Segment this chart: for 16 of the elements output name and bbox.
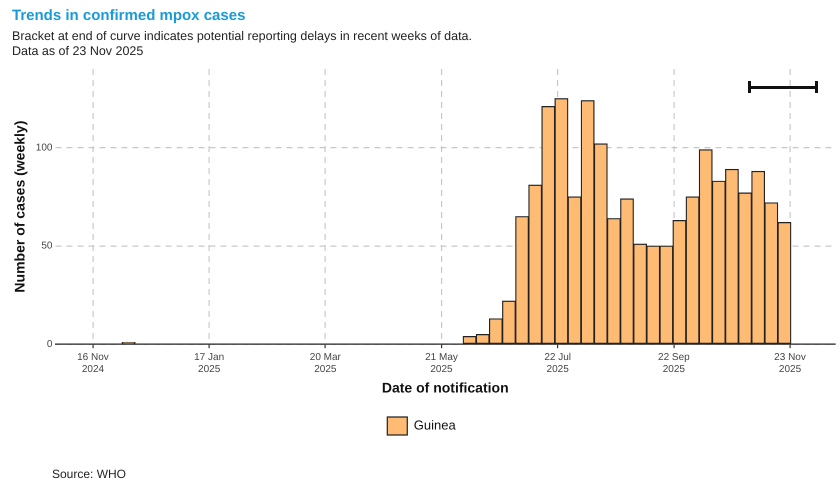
y-tick-label: 100 bbox=[36, 142, 53, 154]
x-tick-label: 17 Jan 2025 bbox=[194, 352, 224, 375]
y-axis-title: Number of cases (weekly) bbox=[11, 120, 28, 293]
source-note: Source: WHO bbox=[52, 467, 126, 481]
y-tick-label: 0 bbox=[46, 338, 53, 350]
x-tick-label: 21 May 2025 bbox=[425, 352, 458, 375]
y-tick-label: 50 bbox=[41, 240, 53, 252]
chart-subtitle: Bracket at end of curve indicates potential reporting delays in recent weeks of data. Data as of 23 Nov 2025 bbox=[12, 29, 472, 59]
x-tick-label: 22 Jul 2025 bbox=[544, 352, 572, 375]
x-tick-label: 23 Nov 2025 bbox=[774, 352, 806, 375]
chart-title: Trends in confirmed mpox cases bbox=[12, 7, 246, 24]
x-tick-label: 16 Nov 2024 bbox=[77, 352, 109, 375]
x-axis-title: Date of notification bbox=[382, 379, 509, 396]
legend-label: Guinea bbox=[414, 418, 456, 433]
x-tick-label: 22 Sep 2025 bbox=[658, 352, 690, 375]
x-tick-label: 20 Mar 2025 bbox=[310, 352, 342, 375]
